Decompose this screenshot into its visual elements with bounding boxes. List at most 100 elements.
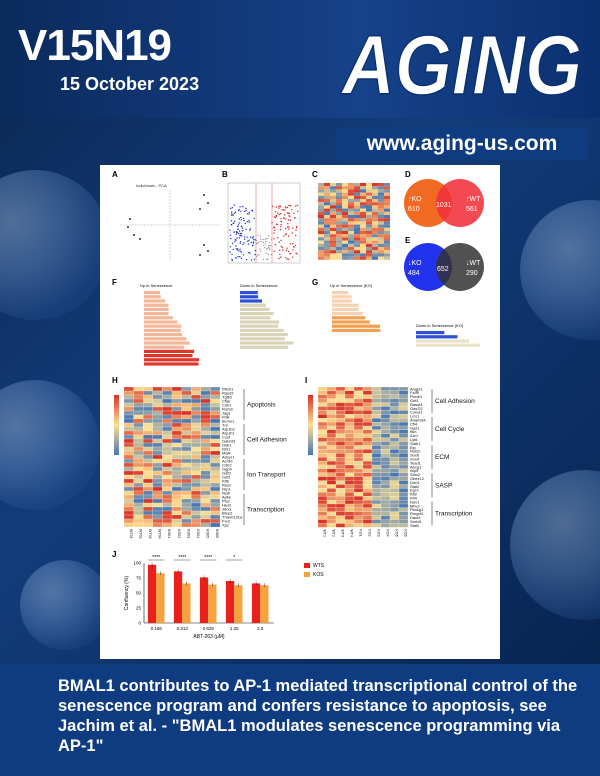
- heatmap-cell: [123, 446, 134, 452]
- significance-stars: ****: [204, 555, 212, 561]
- heatmap-cell: [353, 457, 364, 462]
- heatmap-cell: [152, 422, 163, 428]
- heatmap-cell: [181, 394, 192, 400]
- significance-stars: *: [233, 555, 235, 561]
- heatmap-cell: [317, 406, 328, 411]
- volcano-point: [253, 258, 256, 260]
- x-tick-label: 2.5: [257, 626, 264, 631]
- heatmap-cell: [171, 522, 182, 528]
- gene-label: Colxa1: [410, 410, 423, 415]
- heatmap-cell: [171, 518, 182, 524]
- heatmap-cell: [384, 218, 390, 222]
- heatmap-cell: [191, 518, 201, 524]
- heatmap-cell: [324, 211, 330, 215]
- heatmap-cell: [342, 221, 348, 225]
- enrichment-bar: [144, 345, 185, 349]
- caption-band: [0, 664, 600, 776]
- enrichment-bar: [332, 328, 381, 332]
- heatmap-cell: [398, 394, 409, 399]
- heatmap-cell: [171, 398, 182, 404]
- heatmap-cell: [362, 461, 373, 466]
- heatmap-cell: [344, 410, 355, 415]
- heatmap-cell: [318, 237, 324, 241]
- venn-up-right-value: 561: [466, 206, 478, 213]
- heatmap-cell: [326, 507, 337, 512]
- heatmap-cell: [335, 468, 346, 473]
- volcano-point: [279, 253, 281, 256]
- heatmap-cell: [200, 514, 211, 520]
- panel-label-h: H: [112, 376, 118, 385]
- heatmap-cell: [384, 243, 390, 247]
- heatmap-cell: [326, 414, 337, 419]
- legend-label: KOS: [313, 572, 324, 578]
- heatmap-cell: [366, 218, 372, 222]
- panel-label-f: F: [112, 278, 117, 287]
- heatmap-cell: [181, 430, 192, 436]
- heatmap-cell: [366, 199, 372, 203]
- volcano-point: [280, 218, 282, 220]
- volcano-point: [242, 254, 245, 256]
- sample-label: KO6: [404, 529, 408, 536]
- heatmap-cell: [152, 442, 163, 448]
- heatmap-cell: [317, 437, 328, 442]
- heatmap-cell: [389, 433, 400, 438]
- heatmap-cell: [317, 515, 328, 520]
- volcano-point: [251, 209, 253, 211]
- volcano-point: [295, 229, 297, 231]
- heatmap-cell: [326, 480, 337, 485]
- heatmap-cell: [353, 480, 364, 485]
- heatmap-cell: [330, 221, 336, 225]
- heatmap-cell: [191, 386, 201, 392]
- heatmap-cell: [162, 514, 173, 520]
- gene-label: Btxe2: [222, 510, 233, 515]
- heatmap-cell: [200, 466, 211, 472]
- heatmap-cell: [143, 386, 153, 392]
- gene-label: Dact4: [410, 515, 421, 520]
- heatmap-cell: [181, 406, 192, 412]
- heatmap-cell: [371, 386, 382, 392]
- heatmap-cell: [152, 418, 163, 424]
- heatmap-cell: [371, 515, 382, 520]
- heatmap-cell: [330, 240, 336, 244]
- gene-label: Ptoc: [222, 498, 230, 503]
- heatmap-cell: [344, 390, 355, 395]
- volcano-point: [237, 256, 239, 258]
- heatmap-cell: [324, 256, 330, 260]
- heatmap-cell: [162, 490, 173, 496]
- heatmap-cell: [152, 466, 163, 472]
- heatmap-cell: [210, 398, 221, 404]
- gene-label: Il6n: [410, 429, 416, 434]
- heatmap-cell: [336, 192, 342, 196]
- enrichment-bar: [416, 331, 445, 335]
- gene-label: Stab1: [410, 441, 421, 446]
- heatmap-cell: [344, 457, 355, 462]
- heatmap-cell: [317, 511, 328, 516]
- heatmap-cell: [344, 425, 355, 431]
- heatmap-cell: [389, 523, 400, 528]
- heatmap-cell: [360, 186, 366, 190]
- heatmap-cell: [378, 221, 384, 225]
- heatmap-cell: [181, 458, 192, 464]
- heatmap-cell: [336, 250, 342, 254]
- heatmap-cell: [210, 414, 221, 420]
- website-link[interactable]: www.aging-us.com: [336, 128, 588, 160]
- heatmap-cell: [162, 422, 173, 428]
- volcano-point: [235, 257, 237, 259]
- heatmap-cell: [360, 256, 366, 260]
- heatmap-cell: [342, 186, 348, 190]
- panel-c-heatmap: C: [312, 170, 390, 260]
- volcano-point: [283, 217, 285, 219]
- volcano-point: [249, 229, 251, 231]
- heatmap-h-gene-labels: Pik3r1Rasd2Tgfb2CflarCdh1Rorb2Jag1FblkBc…: [222, 386, 243, 527]
- heatmap-cell: [344, 422, 355, 427]
- volcano-point: [242, 205, 244, 208]
- heatmap-cell: [210, 470, 221, 476]
- volcano-point: [289, 219, 292, 222]
- volcano-point: [292, 249, 294, 251]
- heatmap-cell: [362, 503, 373, 509]
- heatmap-cell: [210, 450, 221, 456]
- heatmap-cell: [398, 449, 409, 454]
- volcano-point: [295, 252, 297, 254]
- heatmap-cell: [162, 458, 173, 464]
- heatmap-cell: [342, 215, 348, 219]
